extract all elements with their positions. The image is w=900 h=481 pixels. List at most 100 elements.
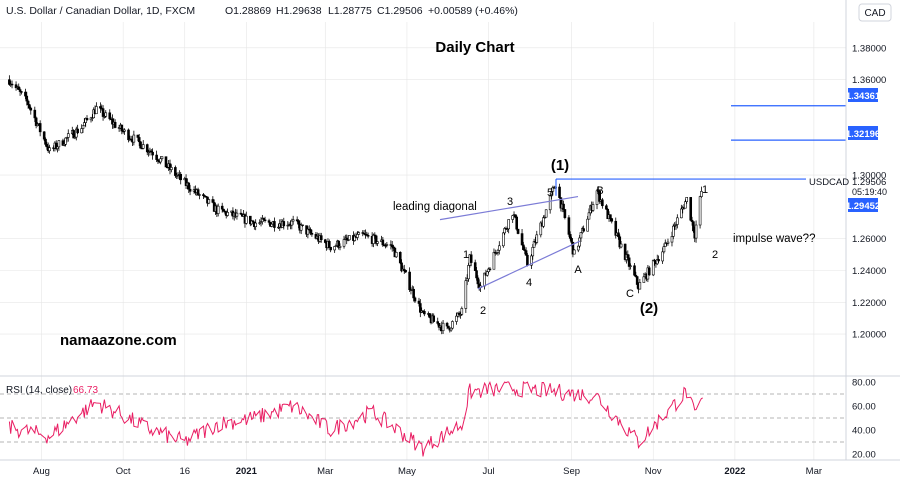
- candle[interactable]: [160, 156, 164, 161]
- candle[interactable]: [610, 217, 614, 224]
- candle[interactable]: [26, 99, 30, 109]
- candle[interactable]: [120, 124, 124, 135]
- candle[interactable]: [614, 217, 618, 239]
- candle[interactable]: [226, 208, 229, 217]
- candle[interactable]: [57, 140, 61, 151]
- candle[interactable]: [384, 243, 387, 249]
- candle[interactable]: [329, 246, 332, 253]
- candle[interactable]: [543, 214, 547, 219]
- candle[interactable]: [595, 188, 599, 210]
- candle[interactable]: [356, 231, 359, 241]
- candle[interactable]: [357, 231, 361, 235]
- candle[interactable]: [657, 255, 660, 263]
- candle[interactable]: [81, 125, 85, 133]
- candle[interactable]: [250, 220, 253, 226]
- candlestick-series[interactable]: [8, 75, 703, 335]
- diagonal-lower-line[interactable]: [477, 240, 581, 290]
- candle[interactable]: [692, 221, 695, 233]
- candle[interactable]: [520, 228, 524, 246]
- candle[interactable]: [572, 249, 576, 255]
- candle[interactable]: [34, 116, 38, 129]
- candle[interactable]: [141, 140, 145, 150]
- candle[interactable]: [18, 87, 22, 96]
- candle[interactable]: [413, 296, 417, 304]
- candle[interactable]: [530, 253, 533, 269]
- candle[interactable]: [338, 243, 342, 251]
- candle[interactable]: [532, 238, 536, 248]
- leading-diagonal-channel[interactable]: [439, 195, 581, 290]
- candle[interactable]: [76, 124, 79, 134]
- candle[interactable]: [207, 198, 211, 205]
- candle[interactable]: [690, 216, 694, 226]
- candle[interactable]: [220, 202, 224, 213]
- candle[interactable]: [145, 143, 149, 156]
- candle[interactable]: [184, 174, 188, 190]
- candle[interactable]: [451, 320, 454, 330]
- candle[interactable]: [385, 241, 389, 248]
- candle[interactable]: [374, 234, 378, 246]
- candle[interactable]: [123, 128, 126, 135]
- candle[interactable]: [282, 217, 286, 230]
- candle[interactable]: [633, 262, 636, 277]
- candle[interactable]: [42, 131, 46, 142]
- candle[interactable]: [48, 144, 51, 154]
- candle[interactable]: [390, 240, 394, 252]
- candle[interactable]: [460, 306, 464, 317]
- candle[interactable]: [579, 232, 583, 242]
- candle[interactable]: [475, 267, 478, 281]
- candle[interactable]: [348, 235, 351, 241]
- candle[interactable]: [333, 245, 336, 253]
- candle[interactable]: [345, 234, 348, 245]
- candle[interactable]: [558, 183, 561, 199]
- candle[interactable]: [467, 262, 470, 282]
- candle[interactable]: [576, 245, 580, 253]
- candle[interactable]: [680, 204, 683, 219]
- candle[interactable]: [634, 271, 638, 278]
- candle[interactable]: [155, 150, 158, 163]
- candle[interactable]: [642, 272, 646, 283]
- candle[interactable]: [455, 312, 458, 325]
- candle[interactable]: [137, 133, 141, 147]
- candle[interactable]: [635, 275, 639, 289]
- candle[interactable]: [25, 91, 29, 106]
- candle[interactable]: [111, 114, 114, 129]
- candle[interactable]: [672, 223, 675, 240]
- candle[interactable]: [587, 208, 591, 220]
- candle[interactable]: [441, 320, 445, 334]
- candle[interactable]: [104, 110, 108, 118]
- candle[interactable]: [319, 232, 323, 243]
- candle[interactable]: [381, 236, 385, 247]
- candle[interactable]: [582, 225, 585, 232]
- candle[interactable]: [498, 241, 501, 255]
- candle[interactable]: [337, 240, 340, 250]
- candle[interactable]: [267, 218, 271, 225]
- candle[interactable]: [670, 231, 674, 247]
- candle[interactable]: [548, 193, 552, 214]
- candle[interactable]: [516, 228, 520, 235]
- candle[interactable]: [445, 321, 449, 330]
- candle[interactable]: [662, 243, 666, 254]
- candle[interactable]: [563, 209, 567, 220]
- currency-badge[interactable]: [858, 3, 892, 22]
- candle[interactable]: [562, 200, 565, 213]
- candle[interactable]: [503, 227, 506, 235]
- candle[interactable]: [196, 187, 200, 196]
- candle[interactable]: [700, 186, 703, 198]
- candle[interactable]: [245, 211, 248, 225]
- candle[interactable]: [694, 220, 698, 243]
- candle[interactable]: [204, 196, 208, 198]
- candle[interactable]: [291, 215, 295, 225]
- candle[interactable]: [366, 232, 370, 239]
- candle[interactable]: [364, 229, 367, 239]
- candle[interactable]: [412, 286, 415, 302]
- candle[interactable]: [524, 247, 528, 256]
- candle[interactable]: [362, 230, 366, 235]
- candle[interactable]: [273, 217, 276, 232]
- candle[interactable]: [436, 317, 440, 326]
- candle[interactable]: [526, 253, 529, 267]
- candle[interactable]: [666, 238, 670, 246]
- candle[interactable]: [372, 233, 375, 248]
- candle[interactable]: [176, 172, 180, 179]
- candle[interactable]: [661, 247, 664, 264]
